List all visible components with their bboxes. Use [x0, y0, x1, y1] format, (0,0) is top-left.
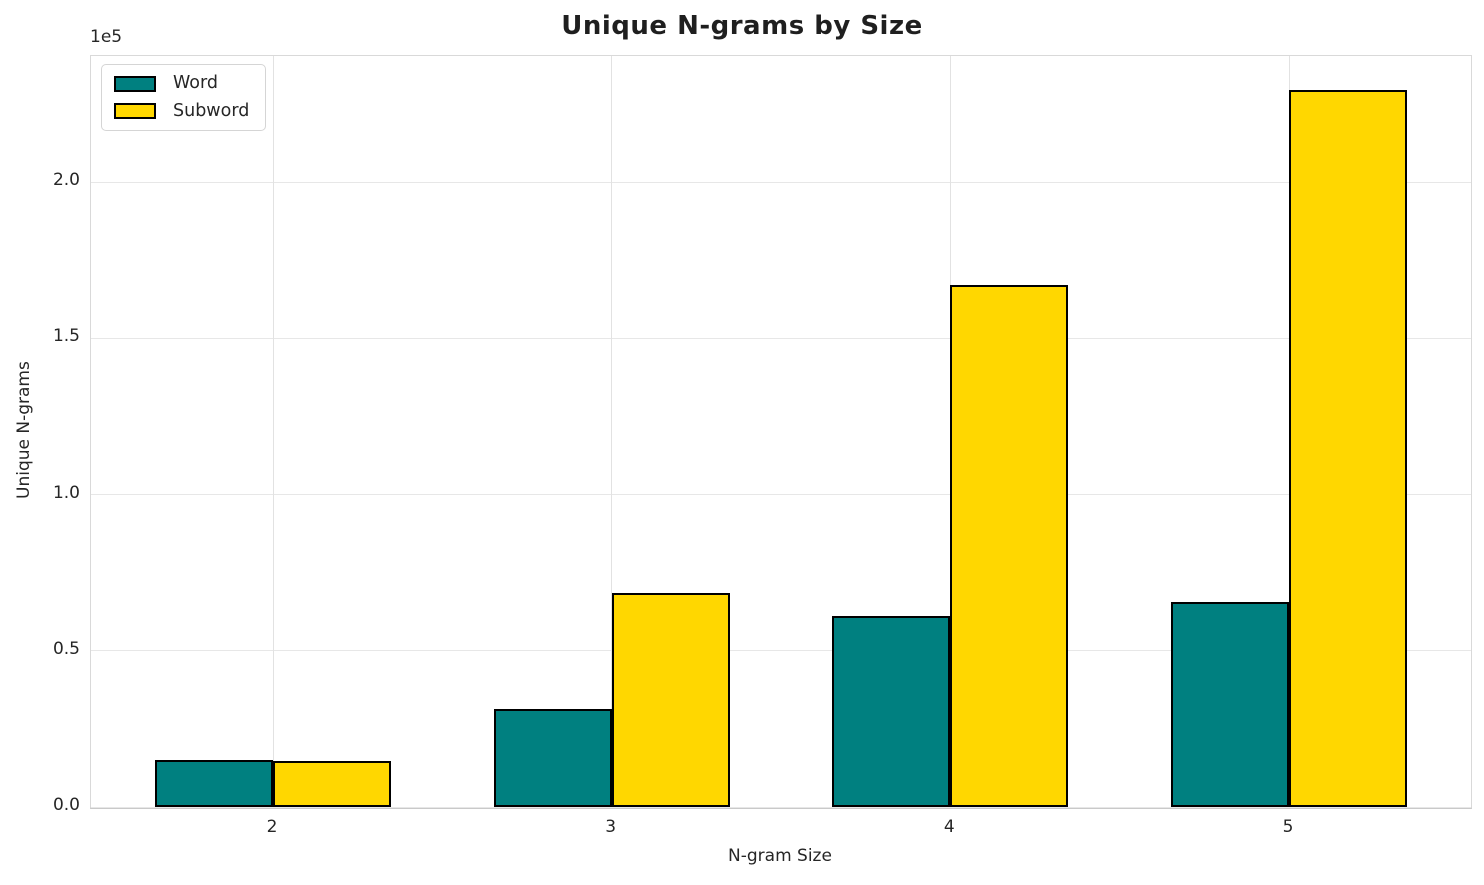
bar-word-n3 [493, 709, 612, 807]
bar-subword-n5 [1289, 90, 1407, 807]
x-gridline [611, 56, 613, 807]
legend: Word Subword [101, 64, 267, 131]
legend-item-subword: Subword [114, 100, 250, 121]
y-tick-label: 1.5 [52, 326, 80, 347]
x-tick-label: 5 [1282, 817, 1294, 837]
x-tick-label: 2 [266, 817, 278, 837]
x-tick-label: 4 [943, 817, 955, 837]
y-gridline [91, 650, 1471, 652]
y-gridline [91, 494, 1471, 495]
bar-word-n5 [1171, 602, 1289, 807]
y-gridline [91, 337, 1471, 339]
bar-word-n4 [832, 616, 951, 807]
bar-subword-n4 [950, 285, 1069, 807]
y-axis-label: Unique N-grams [14, 361, 34, 500]
y-tick-label: 0.0 [52, 795, 80, 815]
bar-subword-n3 [611, 593, 730, 807]
subword-swatch-icon [114, 103, 156, 120]
y-tick-label: 1.0 [52, 482, 80, 503]
word-swatch-icon [114, 75, 156, 92]
y-gridline [91, 181, 1471, 183]
x-axis-label: N-gram Size [728, 846, 832, 866]
y-axis-offset-label: 1e5 [90, 27, 123, 47]
plot-area: Word Subword [90, 55, 1472, 809]
bar-word-n2 [155, 760, 273, 807]
x-gridline [272, 56, 274, 807]
bar-subword-n2 [273, 761, 391, 807]
legend-item-word: Word [114, 73, 249, 93]
y-gridline [91, 806, 1471, 808]
y-tick-label: 0.5 [52, 638, 80, 659]
y-tick-label: 2.0 [52, 170, 80, 190]
legend-label-word: Word [173, 73, 218, 93]
chart-title: Unique N-grams by Size [561, 11, 923, 41]
x-tick-label: 3 [605, 817, 617, 837]
legend-label-subword: Subword [173, 100, 250, 121]
